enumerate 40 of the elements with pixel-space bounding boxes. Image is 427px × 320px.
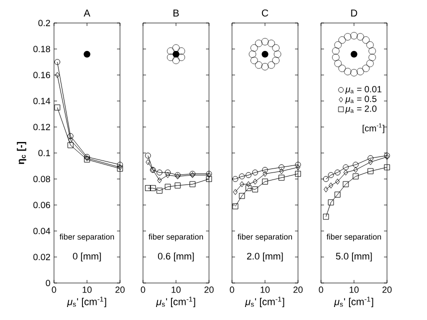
x-tick-label: 20 [115, 286, 125, 293]
y-tick-label: 0.04 [33, 228, 50, 234]
x-axis-title: μ$_{s}$' [cm$^{-1}$] [66, 296, 106, 308]
x-tick-label: 0 [52, 286, 56, 293]
y-tick-label: 0.14 [33, 98, 50, 104]
chart-title: D [351, 10, 358, 16]
y-tick-label: 0.08 [33, 176, 50, 182]
y-tick-label: 0 [46, 280, 50, 286]
annotation: 0 [mm] [72, 252, 101, 262]
chart-title: B [173, 10, 179, 16]
annotation: 2.0 [mm] [247, 252, 283, 262]
x-tick-label: 10 [260, 286, 270, 293]
annotation: 5.0 [mm] [336, 252, 372, 262]
y-tick-label: 0.02 [33, 254, 50, 260]
annotation: [cm$^{-1}$] [362, 123, 384, 134]
y-tick-label: 0.12 [33, 124, 50, 130]
x-tick-label: 10 [172, 286, 181, 293]
x-tick-label: 10 [350, 286, 359, 293]
x-tick-label: 20 [204, 286, 214, 293]
x-axis-title: μ$_{s}$' [cm$^{-1}$] [334, 296, 374, 308]
x-axis-title: μ$_{s}$' [cm$^{-1}$] [156, 296, 196, 308]
x-axis-title: μ$_{s}$' [cm$^{-1}$] [244, 296, 284, 308]
legend-label: μ$_{a}$ = 0.5 [345, 96, 376, 104]
x-tick-label: 0 [230, 286, 234, 293]
y-tick-label: 0.16 [33, 72, 50, 78]
x-tick-label: 20 [293, 286, 303, 293]
y-tick-label: 0.2 [38, 20, 50, 26]
y-axis-title: η$_{c}$ [-] [16, 142, 26, 164]
y-tick-label: 0.06 [33, 202, 50, 208]
x-tick-label: 0 [318, 286, 324, 293]
y-tick-label: 0.18 [33, 46, 50, 52]
x-tick-label: 10 [82, 286, 92, 293]
chart-title: C [262, 9, 268, 16]
x-tick-label: 20 [382, 286, 392, 293]
legend-label: μ$_{a}$ = 2.0 [345, 105, 376, 114]
chart-title: A [84, 10, 90, 16]
y-tick-label: 0.1 [38, 150, 50, 156]
x-tick-label: 0 [140, 286, 146, 293]
legend-label: μ$_{a}$ = 0.01 [345, 86, 382, 94]
annotation: 0.6 [mm] [158, 252, 194, 262]
